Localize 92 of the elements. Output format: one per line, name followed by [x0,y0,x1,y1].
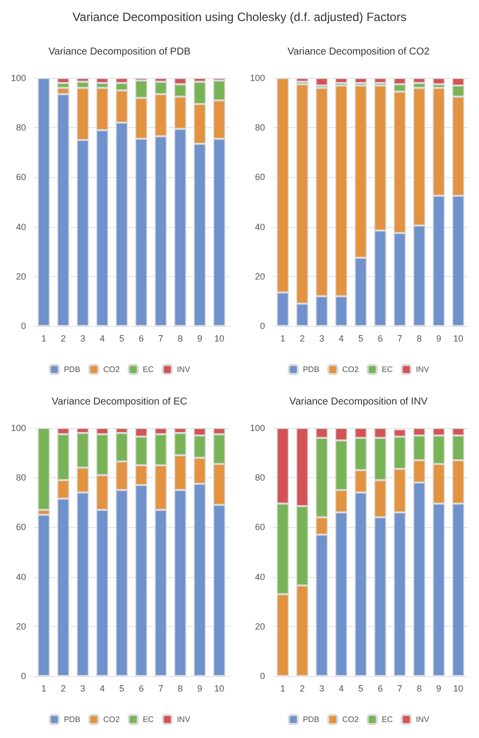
legend-label: EC [382,365,394,374]
x-tick-label: 4 [338,334,344,344]
bar [432,78,445,84]
x-tick-label: 7 [158,334,164,344]
legend-label: PDB [64,365,80,374]
bar [296,78,308,82]
legend-label: INV [416,365,430,374]
y-tick-label: 100 [10,423,26,433]
x-tick-label: 4 [100,684,105,694]
x-tick-label: 2 [60,684,66,694]
legend-label: PDB [64,715,80,724]
x-tick-label: 2 [300,684,305,694]
x-tick-label: 8 [178,334,183,344]
legend-label: INV [176,715,191,724]
x-tick-label: 3 [319,334,324,344]
x-tick-label: 5 [119,334,124,344]
x-tick-label: 9 [197,334,202,344]
y-tick-label: 40 [16,222,26,232]
bar [335,78,348,83]
legend-label: INV [176,365,191,374]
chart-title: Variance Decomposition of CO2 [287,46,430,58]
x-tick-label: 6 [138,334,144,344]
x-tick-label: 10 [453,684,464,694]
y-tick-label: 80 [254,122,265,133]
x-tick-label: 1 [41,334,46,344]
legend-label: CO2 [103,715,120,724]
y-tick-label: 20 [254,271,265,282]
x-tick-label: 9 [436,684,442,694]
x-tick-label: 3 [80,334,86,344]
legend-label: CO2 [342,365,360,374]
legend-label: INV [416,715,430,724]
y-tick-label: 100 [250,423,265,433]
y-tick-label: 100 [250,73,265,83]
y-tick-label: 0 [260,671,265,681]
y-tick-label: 0 [20,671,26,681]
legend-label: PDB [302,715,320,724]
x-tick-label: 10 [214,334,224,344]
x-tick-label: 7 [397,684,402,694]
y-tick-label: 60 [254,522,265,532]
y-tick-label: 20 [16,271,26,282]
y-tick-label: 80 [16,472,26,483]
x-tick-label: 10 [214,684,224,694]
legend-label: CO2 [342,715,360,724]
text: Variance Decomposition using Cholesky (d.f. adjusted) Factors [72,10,406,24]
x-tick-label: 3 [80,684,86,694]
y-tick-label: 20 [16,621,26,632]
chart-title: Variance Decomposition of INV [289,396,428,408]
bar [354,78,367,83]
chart-title: Variance Decomposition of EC [52,396,188,408]
x-tick-label: 10 [453,334,464,344]
x-tick-label: 5 [358,684,364,694]
x-tick-label: 1 [41,684,46,694]
x-tick-label: 6 [378,684,383,694]
bar [316,78,328,86]
y-tick-label: 40 [254,222,265,232]
x-tick-label: 2 [300,334,305,344]
y-tick-label: 80 [16,122,26,133]
x-tick-label: 8 [416,684,422,694]
bar [374,78,386,83]
x-tick-label: 7 [397,334,402,344]
y-tick-label: 0 [20,321,26,331]
y-tick-label: 40 [254,572,265,582]
y-tick-label: 60 [16,172,26,182]
chart-title: Variance Decomposition of PDB [48,46,191,58]
legend-label: EC [382,715,394,724]
x-tick-label: 8 [178,684,183,694]
x-tick-label: 4 [100,334,105,344]
x-tick-label: 6 [378,334,383,344]
legend-label: CO2 [103,365,120,374]
x-tick-label: 8 [416,334,422,344]
legend-label: PDB [302,365,320,374]
x-tick-label: 6 [138,684,144,694]
x-tick-label: 9 [436,334,442,344]
x-tick-label: 4 [338,684,344,694]
legend-label: EC [142,715,154,724]
y-tick-label: 60 [254,172,265,182]
x-tick-label: 1 [280,684,286,694]
y-tick-label: 80 [254,472,265,483]
x-tick-label: 2 [60,334,66,344]
legend-label: EC [142,365,154,374]
y-tick-label: 60 [16,522,26,532]
x-tick-label: 7 [158,684,164,694]
x-tick-label: 3 [319,684,324,694]
y-tick-label: 40 [16,572,26,582]
y-tick-label: 20 [254,621,265,632]
x-tick-label: 5 [358,334,364,344]
y-tick-label: 100 [10,73,26,83]
y-tick-label: 0 [260,321,265,331]
x-tick-label: 9 [197,684,202,694]
x-tick-label: 1 [280,334,286,344]
x-tick-label: 5 [119,684,124,694]
bar [38,78,50,326]
